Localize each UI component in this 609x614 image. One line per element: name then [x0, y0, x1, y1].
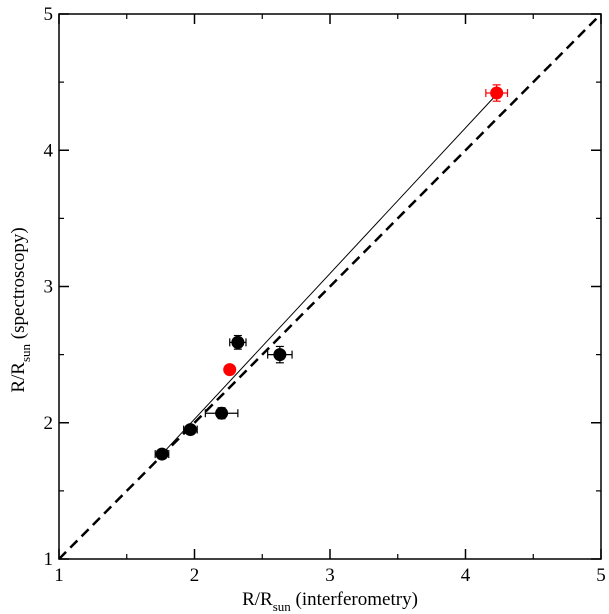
marker: [231, 335, 245, 349]
y-axis-label: R/Rsun (spectroscopy): [8, 227, 33, 392]
x-tick-label: 3: [325, 565, 335, 586]
data-point-0-0: [154, 447, 170, 461]
marker: [223, 363, 237, 377]
y-tick-label: 1: [44, 549, 54, 570]
y-axis-label-rest: (spectroscopy): [8, 227, 29, 344]
plot-frame: [58, 13, 602, 560]
x-axis-label-rest: (interferometry): [291, 589, 418, 610]
x-axis-label-sub: sun: [273, 599, 292, 614]
y-tick-label: 4: [44, 140, 54, 161]
x-axis-label: R/Rsun (interferometry): [242, 589, 418, 614]
y-axis-label-sub: sun: [18, 343, 33, 362]
marker: [183, 423, 197, 437]
y-axis-label-main: R/R: [8, 362, 29, 393]
marker: [155, 447, 169, 461]
data-point-1-0: [223, 363, 237, 377]
data-point-1-1: [485, 84, 509, 102]
fit-line: [161, 94, 498, 455]
one-to-one-dashed-line: [58, 13, 602, 560]
data-point-0-1: [183, 423, 198, 437]
x-axis-label-main: R/R: [242, 589, 273, 610]
x-tick-label: 1: [54, 565, 64, 586]
marker: [273, 348, 287, 362]
x-tick-label: 4: [461, 565, 471, 586]
y-tick-label: 3: [44, 277, 54, 298]
x-tick-label: 2: [190, 565, 200, 586]
y-tick-label: 2: [44, 413, 54, 434]
data-point-0-3: [229, 334, 247, 350]
marker: [215, 406, 229, 420]
marks-layer: [154, 84, 509, 461]
x-tick-label: 5: [596, 565, 606, 586]
data-point-0-4: [267, 345, 293, 364]
plot-layer: [58, 13, 602, 560]
marker: [490, 86, 504, 100]
ticks-layer: 1 2 3 4 5 1 2 3 4 5: [44, 4, 606, 586]
data-point-0-2: [204, 406, 239, 420]
y-tick-label: 5: [44, 4, 54, 25]
